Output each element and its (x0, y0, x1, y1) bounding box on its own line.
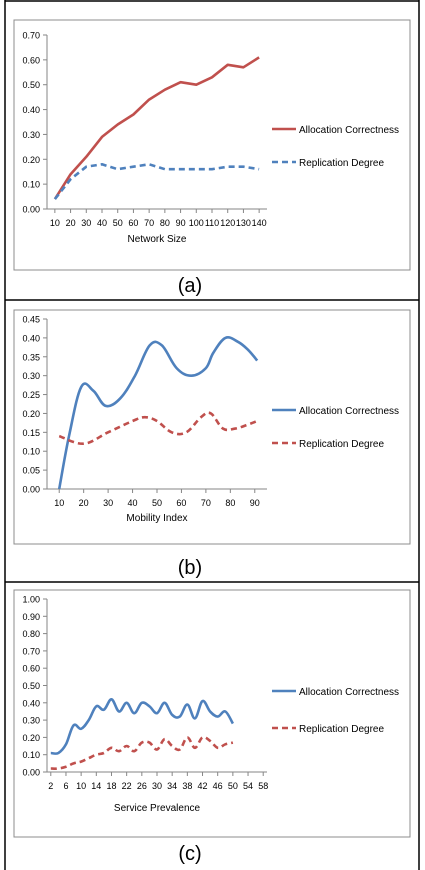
series-line-allocation-correctness (57, 336, 259, 490)
x-tick-label: 10 (76, 781, 86, 791)
y-tick-label: 0.35 (22, 352, 40, 362)
y-tick-label: 0.60 (22, 664, 40, 674)
x-tick-label: 40 (97, 218, 107, 228)
x-tick-label: 42 (198, 781, 208, 791)
x-tick-label: 90 (176, 218, 186, 228)
caption-b: (b) (178, 557, 202, 579)
y-tick-label: 0.20 (22, 155, 40, 165)
y-tick-label: 0.50 (22, 80, 40, 90)
y-tick-label: 0.80 (22, 629, 40, 639)
y-tick-label: 0.15 (22, 428, 40, 438)
y-tick-label: 0.30 (22, 716, 40, 726)
y-tick-label: 0.10 (22, 447, 40, 457)
legend-label: Replication Degree (299, 724, 384, 735)
x-tick-label: 90 (250, 498, 260, 508)
series-line-allocation-correctness (53, 56, 260, 200)
x-tick-label: 30 (103, 498, 113, 508)
x-tick-label: 26 (137, 781, 147, 791)
x-tick-label: 50 (113, 218, 123, 228)
x-tick-label: 58 (258, 781, 268, 791)
x-tick-label: 70 (201, 498, 211, 508)
x-tick-label: 100 (189, 218, 204, 228)
x-tick-label: 6 (63, 781, 68, 791)
y-tick-label: 0.10 (22, 180, 40, 190)
x-tick-label: 140 (252, 218, 267, 228)
x-tick-label: 38 (182, 781, 192, 791)
y-tick-label: 0.50 (22, 681, 40, 691)
x-tick-label: 80 (225, 498, 235, 508)
y-tick-label: 0.25 (22, 390, 40, 400)
panel-a: 0.00 0.10 0.20 0.30 0.40 0.50 0.60 0.70 10 20 30 40… (13, 19, 411, 297)
series-line-allocation-correctness (50, 698, 235, 755)
legend-label: Allocation Correctness (299, 406, 399, 417)
plot-a: 0.00 0.10 0.20 0.30 0.40 0.50 0.60 0.70 10 20 30 40… (22, 31, 399, 246)
x-tick-label: 20 (66, 218, 76, 228)
y-tick-label: 0.10 (22, 750, 40, 760)
x-tick-label: 80 (160, 218, 170, 228)
x-tick-label: 54 (243, 781, 253, 791)
y-tick-label: 0.05 (22, 466, 40, 476)
x-tick-label: 30 (152, 781, 162, 791)
x-tick-label: 120 (220, 218, 235, 228)
legend-label: Allocation Correctness (299, 687, 399, 698)
x-tick-label: 40 (128, 498, 138, 508)
y-tick-label: 0.00 (22, 205, 40, 215)
series-line-replication-degree (58, 411, 258, 446)
panel-b: 0.00 0.05 0.10 0.15 0.20 0.25 0.30 0.35 0.40 0.45… (13, 309, 411, 579)
legend-label: Allocation Correctness (299, 125, 399, 136)
x-tick-label: 10 (54, 498, 64, 508)
caption-c: (c) (178, 843, 201, 865)
caption-a: (a) (178, 275, 202, 297)
y-tick-label: 0.00 (22, 485, 40, 495)
x-axis-title: Mobility Index (126, 513, 187, 524)
x-tick-label: 20 (79, 498, 89, 508)
y-tick-label: 0.30 (22, 130, 40, 140)
y-tick-label: 1.00 (22, 595, 40, 605)
y-tick-label: 0.70 (22, 646, 40, 656)
x-tick-label: 60 (128, 218, 138, 228)
plot-b: 0.00 0.05 0.10 0.15 0.20 0.25 0.30 0.35 0.40 0.45… (22, 315, 399, 525)
x-tick-label: 50 (228, 781, 238, 791)
x-axis-title: Network Size (128, 234, 187, 245)
x-tick-label: 2 (48, 781, 53, 791)
y-tick-label: 0.40 (22, 333, 40, 343)
x-tick-label: 60 (176, 498, 186, 508)
x-tick-label: 18 (106, 781, 116, 791)
legend-label: Replication Degree (299, 158, 384, 169)
y-tick-label: 0.30 (22, 371, 40, 381)
y-tick-label: 0.40 (22, 698, 40, 708)
x-tick-label: 22 (122, 781, 132, 791)
x-tick-label: 30 (81, 218, 91, 228)
y-tick-label: 0.90 (22, 612, 40, 622)
y-tick-label: 0.20 (22, 733, 40, 743)
x-tick-label: 110 (205, 218, 219, 228)
x-axis-title: Service Prevalence (114, 803, 201, 814)
x-tick-label: 34 (167, 781, 177, 791)
plot-c: 0.00 0.10 0.20 0.30 0.40 0.50 0.60 0.70 0.80 0.90… (22, 595, 399, 815)
y-tick-label: 0.45 (22, 315, 40, 325)
x-tick-label: 46 (213, 781, 223, 791)
chart-area-b (13, 309, 411, 545)
legend-label: Replication Degree (299, 439, 384, 450)
x-tick-label: 14 (91, 781, 101, 791)
series-line-replication-degree (50, 735, 234, 770)
x-tick-label: 130 (236, 218, 251, 228)
x-tick-label: 70 (144, 218, 154, 228)
x-tick-label: 50 (152, 498, 162, 508)
y-tick-label: 0.20 (22, 409, 40, 419)
y-tick-label: 0.40 (22, 105, 40, 115)
y-tick-label: 0.00 (22, 768, 40, 778)
x-tick-label: 10 (50, 218, 60, 228)
y-tick-label: 0.70 (22, 31, 40, 41)
panel-c: 0.00 0.10 0.20 0.30 0.40 0.50 0.60 0.70 0.80 0.90… (13, 589, 411, 865)
chart-area-a (13, 19, 411, 271)
y-tick-label: 0.60 (22, 55, 40, 65)
